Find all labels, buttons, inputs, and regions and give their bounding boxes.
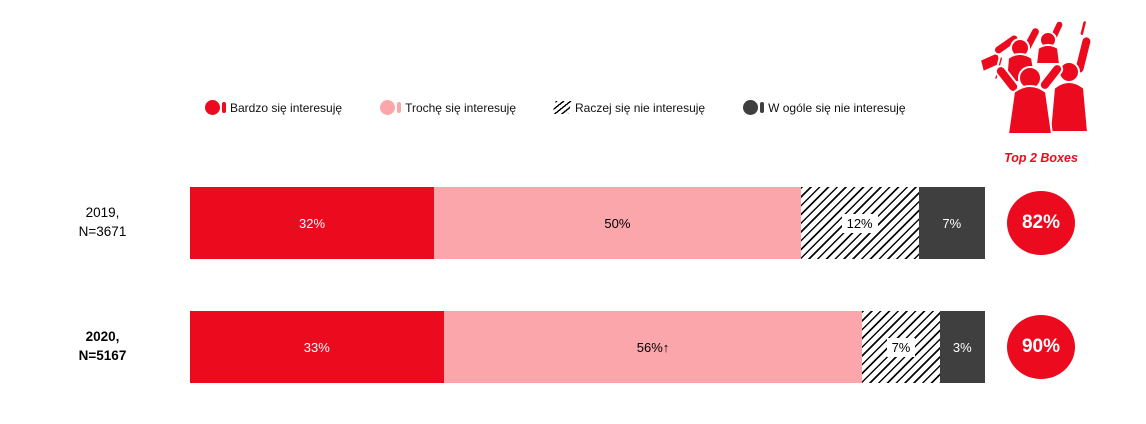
legend-hatch-swatch-icon	[552, 101, 572, 114]
segment-value-label: 12%	[841, 213, 878, 233]
legend-item: Raczej się nie interesuję	[552, 100, 706, 115]
legend-label: Trochę się interesuję	[405, 100, 517, 115]
bar-segment: 7%	[918, 187, 985, 259]
segment-value-label: 33%	[303, 339, 330, 355]
segment-value-label: 7%	[886, 337, 916, 357]
legend-tick-swatch-icon	[760, 102, 765, 113]
cheering-fans-icon	[972, 12, 1112, 142]
legend: Bardzo się interesuję Trochę się interes…	[205, 100, 906, 115]
segment-value-label: 50%	[604, 215, 631, 231]
bar-segment: 56%↑	[443, 311, 863, 383]
category-sample-size: N=5167	[78, 348, 127, 363]
bar-segment: 50%	[434, 187, 801, 259]
bar-segment: 32%	[190, 187, 435, 259]
bar-segment: 33%	[190, 311, 444, 383]
segment-value-label: 3%	[949, 336, 975, 358]
legend-circle-swatch-icon	[205, 100, 220, 115]
top-2-boxes-label: Top 2 Boxes	[1004, 151, 1078, 165]
bar-segment: 3%	[939, 311, 985, 383]
segment-value-label: 56%↑	[636, 339, 670, 355]
legend-item: Trochę się interesuję	[380, 100, 516, 115]
category-label: 2020, N=5167	[45, 328, 160, 366]
stacked-bar: 33% 56%↑ 7% 3%	[190, 311, 985, 383]
top-2-boxes-badge: 82%	[1007, 191, 1075, 255]
category-label: 2019, N=3671	[45, 204, 160, 242]
top-2-boxes-badge: 90%	[1007, 315, 1075, 379]
legend-label: W ogóle się nie interesuję	[768, 100, 906, 115]
cheering-fans-icon	[978, 19, 1093, 135]
category-sample-size: N=3671	[78, 224, 127, 239]
stacked-bar: 32% 50% 12% 7%	[190, 187, 985, 259]
legend-item: W ogóle się nie interesuję	[743, 100, 906, 115]
bar-row: 2020, N=5167 33% 56%↑ 7% 3% 90%	[0, 311, 1146, 383]
category-year: 2020,	[85, 329, 120, 345]
legend-label: Bardzo się interesuję	[230, 100, 343, 115]
legend-label: Raczej się nie interesuję	[575, 100, 706, 115]
bar-segment: 7%	[862, 311, 940, 383]
legend-item: Bardzo się interesuję	[205, 100, 342, 115]
segment-value-label: 7%	[942, 215, 962, 231]
category-year: 2019,	[85, 205, 120, 221]
legend-tick-swatch-icon	[222, 102, 226, 113]
bar-segment: 12%	[800, 187, 919, 259]
legend-circle-swatch-icon	[743, 100, 759, 115]
legend-tick-swatch-icon	[397, 102, 402, 113]
segment-value-label: 32%	[299, 215, 326, 231]
bar-row: 2019, N=3671 32% 50% 12% 7% 82%	[0, 187, 1146, 259]
legend-circle-swatch-icon	[380, 100, 396, 115]
